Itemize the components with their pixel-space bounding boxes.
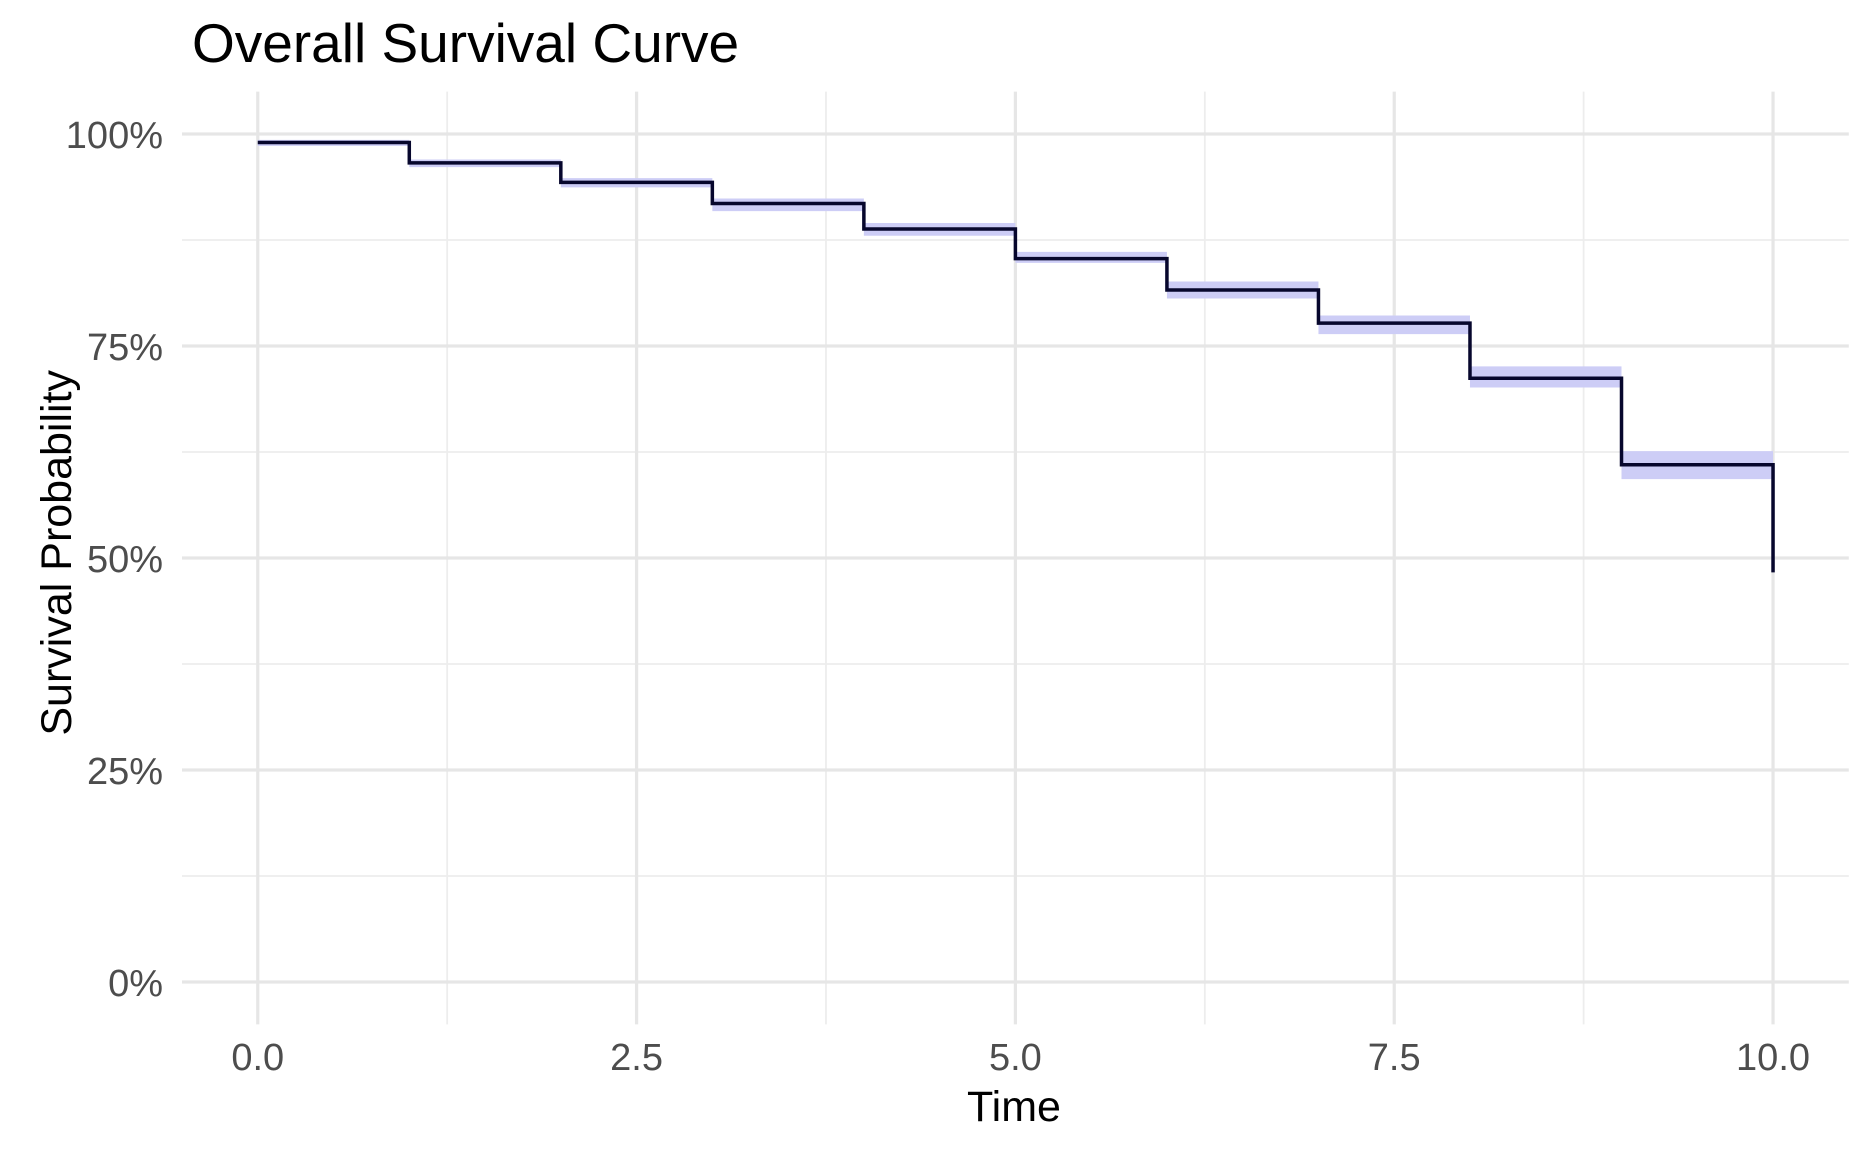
x-tick-label: 7.5 [1368, 1037, 1421, 1079]
survival-step-line [257, 140, 1775, 573]
x-tick-label: 2.5 [610, 1037, 663, 1079]
y-tick-label: 0% [108, 963, 163, 1005]
chart-title: Overall Survival Curve [192, 12, 740, 74]
y-tick-label: 75% [87, 327, 163, 369]
x-axis-title: Time [967, 1083, 1061, 1131]
y-tick-label: 50% [87, 539, 163, 581]
y-tick-label: 25% [87, 751, 163, 793]
y-tick-label: 100% [66, 115, 163, 157]
x-tick-label: 5.0 [989, 1037, 1042, 1079]
x-tick-label: 0.0 [231, 1037, 284, 1079]
x-tick-label: 10.0 [1736, 1037, 1810, 1079]
